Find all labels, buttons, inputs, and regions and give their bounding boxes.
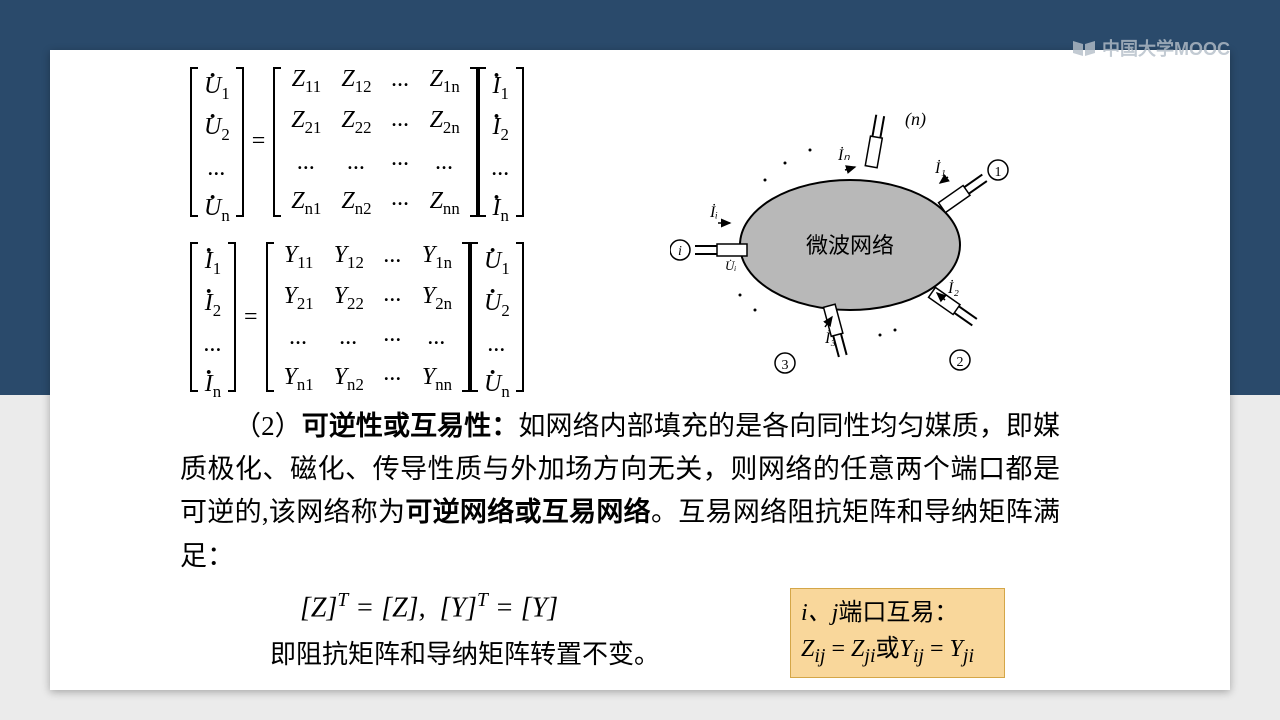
diagram-center-label: 微波网络: [806, 233, 894, 258]
para-title: 可逆性或互易性：: [302, 411, 519, 441]
logo-text: 中国大学MOOC: [1102, 35, 1230, 61]
svg-text:İ₃: İ₃: [824, 329, 836, 347]
svg-text:2: 2: [957, 355, 964, 370]
svg-text:1: 1: [995, 165, 1002, 180]
z-matrix-equation: U1 U2 ... Un = Z11Z21...Zn1 Z12Z22...Zn2: [190, 60, 524, 224]
svg-text:İ₂: İ₂: [947, 279, 959, 297]
callout-line1-post: 端口互易：: [838, 600, 958, 626]
microwave-network-diagram: 微波网络 (n) İₙ 1 İ₁: [670, 95, 1030, 395]
reciprocity-callout: i、j端口互易： Zij = Zji或Yij = Yji: [790, 588, 1005, 678]
svg-text:İ₁: İ₁: [934, 159, 946, 177]
body-paragraph: （2）可逆性或互易性：如网络内部填充的是各向同性均匀媒质，即媒质极化、磁化、传导…: [180, 405, 1060, 578]
callout-ij: i、j: [801, 600, 838, 626]
matrix-equations: U1 U2 ... Un = Z11Z21...Zn1 Z12Z22...Zn2: [190, 60, 524, 411]
book-icon: [1072, 39, 1096, 57]
svg-text:i: i: [678, 244, 682, 259]
svg-text:İᵢ: İᵢ: [709, 203, 718, 221]
y-matrix-equation: I1 I2 ... In = Y11Y21...Yn1 Y12Y22...Yn2: [190, 236, 524, 400]
para-bold-2: 可逆网络或互易网络: [405, 497, 651, 527]
mooc-logo: 中国大学MOOC: [1072, 35, 1230, 61]
svg-text:İₙ: İₙ: [837, 146, 850, 164]
slide-content: U1 U2 ... Un = Z11Z21...Zn1 Z12Z22...Zn2: [50, 60, 1230, 690]
slide: U1 U2 ... Un = Z11Z21...Zn1 Z12Z22...Zn2: [50, 50, 1230, 690]
item-number: （2）: [234, 411, 302, 441]
transpose-note: 即阻抗矩阵和导纳矩阵转置不变。: [270, 634, 660, 671]
svg-text:3: 3: [782, 358, 789, 373]
transpose-equation: [Z]T = [Z], [Y]T = [Y]: [300, 590, 558, 624]
svg-text:(n): (n): [905, 109, 926, 130]
svg-text:U̇ᵢ: U̇ᵢ: [725, 258, 736, 273]
